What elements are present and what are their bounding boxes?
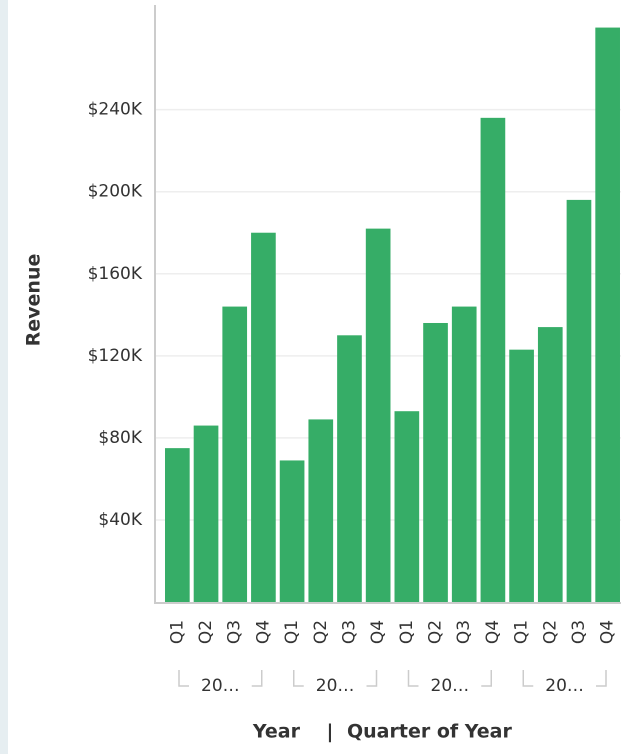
bar — [279, 460, 305, 602]
x-tick-label: Q2 — [196, 620, 216, 644]
x-tick-label: Q3 — [569, 620, 589, 644]
x-tick-label: Q3 — [339, 620, 359, 644]
bar — [394, 411, 420, 602]
x-tick-label: Q4 — [368, 620, 388, 644]
bar — [566, 199, 592, 602]
bar — [165, 448, 190, 602]
bar — [193, 425, 219, 602]
year-bracket — [293, 670, 378, 687]
x-tick-label: Q1 — [397, 620, 417, 644]
year-label: 20… — [545, 676, 584, 696]
x-tick-label: Q2 — [426, 620, 446, 644]
year-label: 20… — [431, 676, 470, 696]
x-tick-label: Q4 — [253, 620, 273, 644]
x-tick-label: Q2 — [540, 620, 560, 644]
year-bracket — [407, 670, 492, 687]
y-axis-title: Revenue — [23, 254, 45, 347]
bar — [337, 335, 362, 602]
x-tick-label: Q4 — [598, 620, 618, 644]
x-axis-title: Quarter of Year — [347, 721, 512, 743]
year-bracket — [522, 670, 607, 687]
x-tick-label: Q3 — [225, 620, 245, 644]
x-tick-label: Q4 — [483, 620, 503, 644]
x-tick-label: Q1 — [282, 620, 302, 644]
y-tick-label: $40K — [98, 510, 142, 530]
x-tick-label: Q1 — [512, 620, 532, 644]
y-tick-label: $80K — [98, 428, 142, 448]
year-bracket — [178, 670, 263, 687]
y-tick-label: $160K — [88, 264, 143, 284]
y-tick-label: $240K — [88, 100, 143, 120]
bar — [308, 419, 334, 602]
bar — [509, 349, 534, 602]
bar — [595, 27, 620, 602]
bar — [251, 232, 276, 602]
bar — [451, 306, 477, 602]
bar — [365, 228, 391, 602]
year-label: 20… — [316, 676, 355, 696]
year-label: 20… — [201, 676, 240, 696]
x-tick-label: Q3 — [454, 620, 474, 644]
y-tick-label: $120K — [88, 346, 143, 366]
x-tick-label: Q2 — [311, 620, 331, 644]
y-tick-label: $200K — [88, 182, 143, 202]
bar — [480, 117, 506, 602]
x-tick-label: Q1 — [167, 620, 187, 644]
bar — [537, 327, 563, 602]
bar — [423, 322, 448, 602]
bar — [222, 306, 248, 602]
x-axis-title: Year — [252, 721, 301, 743]
separator: | — [327, 721, 334, 743]
